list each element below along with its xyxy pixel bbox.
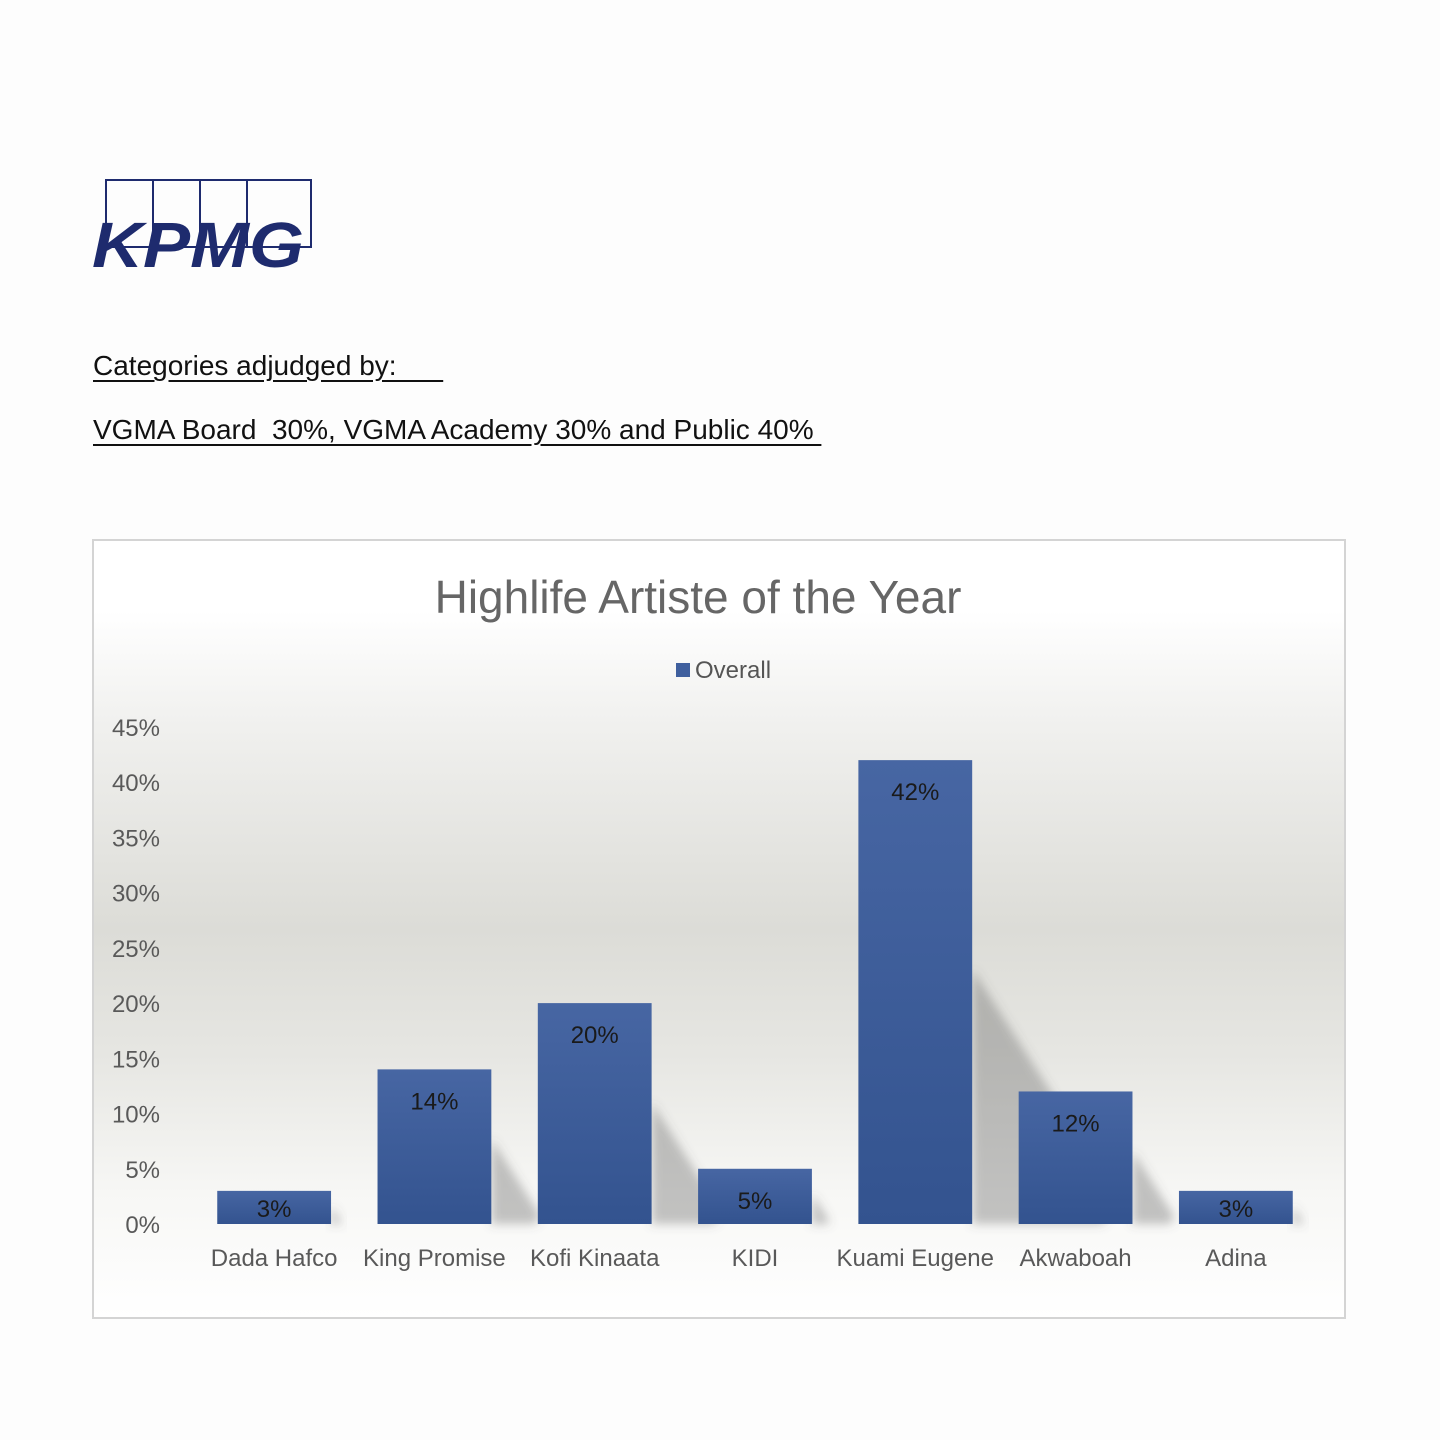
x-tick-label: Akwaboah [1020, 1245, 1132, 1272]
y-tick-label: 25% [112, 936, 160, 963]
bar-shadow [491, 1138, 541, 1224]
bar [1018, 1091, 1133, 1224]
bar-shadow [1292, 1205, 1304, 1224]
bar [1178, 1190, 1293, 1224]
x-tick-label: KIDI [732, 1245, 779, 1272]
legend-label: Overall [695, 657, 771, 684]
data-label: 5% [738, 1188, 773, 1215]
bar [377, 1069, 492, 1224]
chart-title: Highlife Artiste of the Year [435, 571, 962, 623]
legend-swatch [676, 663, 690, 677]
y-tick-label: 30% [112, 881, 160, 908]
x-tick-label: Kofi Kinaata [530, 1245, 660, 1272]
y-tick-label: 0% [125, 1212, 160, 1239]
data-label: 42% [891, 779, 939, 806]
bar-shadow [811, 1193, 830, 1224]
y-tick-label: 10% [112, 1102, 160, 1129]
data-label: 12% [1052, 1110, 1100, 1137]
chart-panel: Highlife Artiste of the Year Overall 0% 5… [92, 539, 1346, 1319]
x-tick-label: King Promise [363, 1245, 506, 1272]
bar-chart: Highlife Artiste of the Year Overall 0% 5… [112, 571, 1304, 1272]
bar-shadow [331, 1205, 342, 1224]
bar-shadow [1132, 1151, 1175, 1224]
y-tick-label: 15% [112, 1046, 160, 1073]
bar [858, 760, 973, 1224]
y-tick-label: 45% [112, 715, 160, 742]
x-tick-label: Dada Hafco [211, 1245, 338, 1272]
kpmg-logo: KPMG [92, 179, 312, 275]
data-label: 3% [257, 1196, 292, 1223]
x-tick-label: Kuami Eugene [837, 1245, 994, 1272]
bar [698, 1168, 812, 1224]
kpmg-wordmark: KPMG [92, 209, 304, 275]
adjudication-breakdown: VGMA Board 30%, VGMA Academy 30% and Pub… [93, 414, 822, 445]
data-label: 14% [410, 1088, 458, 1115]
adjudication-heading: Categories adjudged by: [93, 350, 444, 381]
bar [217, 1190, 332, 1224]
y-tick-label: 20% [112, 991, 160, 1018]
y-tick-label: 35% [112, 825, 160, 852]
data-label: 20% [571, 1022, 619, 1049]
bar [537, 1003, 652, 1224]
y-tick-label: 40% [112, 770, 160, 797]
x-tick-label: Adina [1205, 1245, 1267, 1272]
data-label: 3% [1219, 1196, 1254, 1223]
y-tick-label: 5% [125, 1157, 160, 1184]
